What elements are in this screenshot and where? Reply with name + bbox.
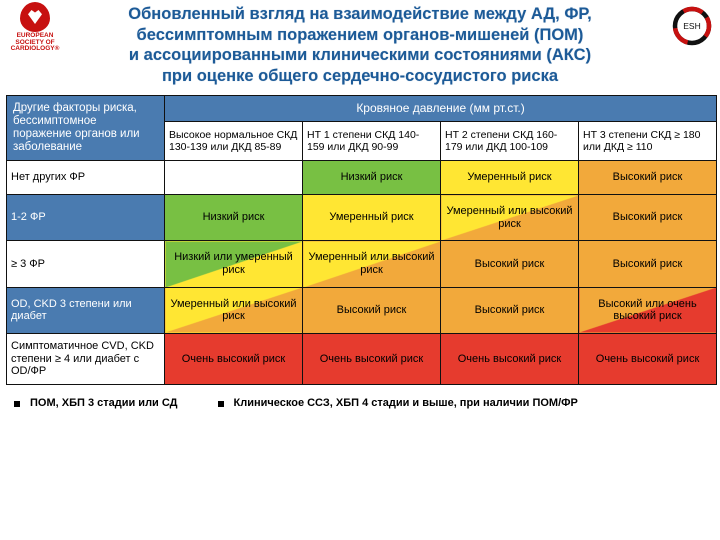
risk-cell: Низкий или умеренный риск [165, 241, 303, 287]
footnote-2-text: Клиническое ССЗ, ХБП 4 стадии и выше, пр… [234, 397, 578, 409]
bp-col-1: НТ 1 степени СКД 140-159 или ДКД 90-99 [303, 122, 441, 161]
row-label: Симптоматичное CVD, CKD степени ≥ 4 или … [7, 333, 165, 384]
risk-cell: Высокий риск [441, 241, 579, 287]
title-line-2: бессимптомным поражением органов-мишеней… [137, 26, 584, 44]
footnotes: ПОМ, ХБП 3 стадии или СД Клиническое ССЗ… [0, 385, 720, 409]
risk-cell: Умеренный риск [441, 161, 579, 195]
risk-row: Симптоматичное CVD, CKD степени ≥ 4 или … [7, 333, 717, 384]
corner-header: Другие факторы риска, бессимптомное пора… [7, 95, 165, 161]
risk-cell-text: Умеренный или высокий риск [167, 298, 300, 323]
risk-cell-text: Высокий риск [581, 171, 714, 184]
risk-cell-text: Умеренный или высокий риск [443, 205, 576, 230]
risk-row: Нет других ФР Низкий риск Умеренный риск Вы… [7, 161, 717, 195]
risk-table: Другие факторы риска, бессимптомное пора… [6, 95, 717, 385]
risk-cell: Высокий или очень высокий риск [579, 287, 717, 333]
bp-col-2: НТ 2 степени СКД 160-179 или ДКД 100-109 [441, 122, 579, 161]
risk-cell [165, 161, 303, 195]
risk-cell: Умеренный или высокий риск [165, 287, 303, 333]
risk-cell-text: Высокий риск [443, 258, 576, 271]
risk-cell: Высокий риск [579, 161, 717, 195]
risk-cell: Высокий риск [579, 241, 717, 287]
risk-cell: Умеренный или высокий риск [441, 195, 579, 241]
risk-cell-text: Очень высокий риск [443, 353, 576, 366]
footnote-2: Клиническое ССЗ, ХБП 4 стадии и выше, пр… [218, 397, 578, 409]
risk-cell: Высокий риск [441, 287, 579, 333]
title-line-4: при оценке общего сердечно-сосудистого р… [162, 67, 558, 85]
risk-cell-text: Высокий или очень высокий риск [581, 298, 714, 323]
risk-cell: Высокий риск [303, 287, 441, 333]
risk-cell: Очень высокий риск [165, 333, 303, 384]
row-label: ≥ 3 ФР [7, 241, 165, 287]
bullet-icon [218, 401, 224, 407]
bp-col-0: Высокое нормальное СКД 130-139 или ДКД 8… [165, 122, 303, 161]
risk-cell: Умеренный риск [303, 195, 441, 241]
bp-col-3: НТ 3 степени СКД ≥ 180 или ДКД ≥ 110 [579, 122, 717, 161]
title-line-3: и ассоциированными клиническими состояни… [129, 46, 591, 64]
risk-cell-text: Умеренный или высокий риск [305, 251, 438, 276]
risk-cell: Очень высокий риск [579, 333, 717, 384]
risk-cell: Умеренный или высокий риск [303, 241, 441, 287]
bullet-icon [14, 401, 20, 407]
risk-cell: Высокий риск [579, 195, 717, 241]
risk-cell-text: Высокий риск [581, 258, 714, 271]
risk-cell-text: Очень высокий риск [167, 353, 300, 366]
row-label: Нет других ФР [7, 161, 165, 195]
risk-row: 1-2 ФРНизкий риск Умеренный риск Умеренный… [7, 195, 717, 241]
risk-cell-text: Очень высокий риск [581, 353, 714, 366]
header-row-1: Другие факторы риска, бессимптомное пора… [7, 95, 717, 122]
slide-header: Обновленный взгляд на взаимодействие меж… [0, 0, 720, 95]
row-label: OD, CKD 3 степени или диабет [7, 287, 165, 333]
risk-cell: Очень высокий риск [303, 333, 441, 384]
risk-cell-text: Низкий риск [167, 211, 300, 224]
risk-cell-text: Умеренный риск [305, 211, 438, 224]
risk-cell-text: Низкий или умеренный риск [167, 251, 300, 276]
slide-title: Обновленный взгляд на взаимодействие меж… [70, 4, 650, 87]
risk-cell-text: Высокий риск [305, 304, 438, 317]
risk-table-wrap: Другие факторы риска, бессимптомное пора… [0, 95, 720, 385]
risk-cell: Низкий риск [165, 195, 303, 241]
risk-cell: Низкий риск [303, 161, 441, 195]
risk-row: OD, CKD 3 степени или диабетУмеренный ил… [7, 287, 717, 333]
risk-row: ≥ 3 ФРНизкий или умеренный рискУмеренный… [7, 241, 717, 287]
risk-cell-text: Высокий риск [443, 304, 576, 317]
title-line-1: Обновленный взгляд на взаимодействие меж… [128, 5, 591, 23]
bp-header: Кровяное давление (мм рт.ст.) [165, 95, 717, 122]
risk-cell-text: Высокий риск [581, 211, 714, 224]
row-label: 1-2 ФР [7, 195, 165, 241]
footnote-1-text: ПОМ, ХБП 3 стадии или СД [30, 397, 178, 409]
risk-cell-text: Очень высокий риск [305, 353, 438, 366]
footnote-1: ПОМ, ХБП 3 стадии или СД [14, 397, 178, 409]
risk-cell-text: Умеренный риск [443, 171, 576, 184]
risk-cell-text: Низкий риск [305, 171, 438, 184]
risk-cell: Очень высокий риск [441, 333, 579, 384]
